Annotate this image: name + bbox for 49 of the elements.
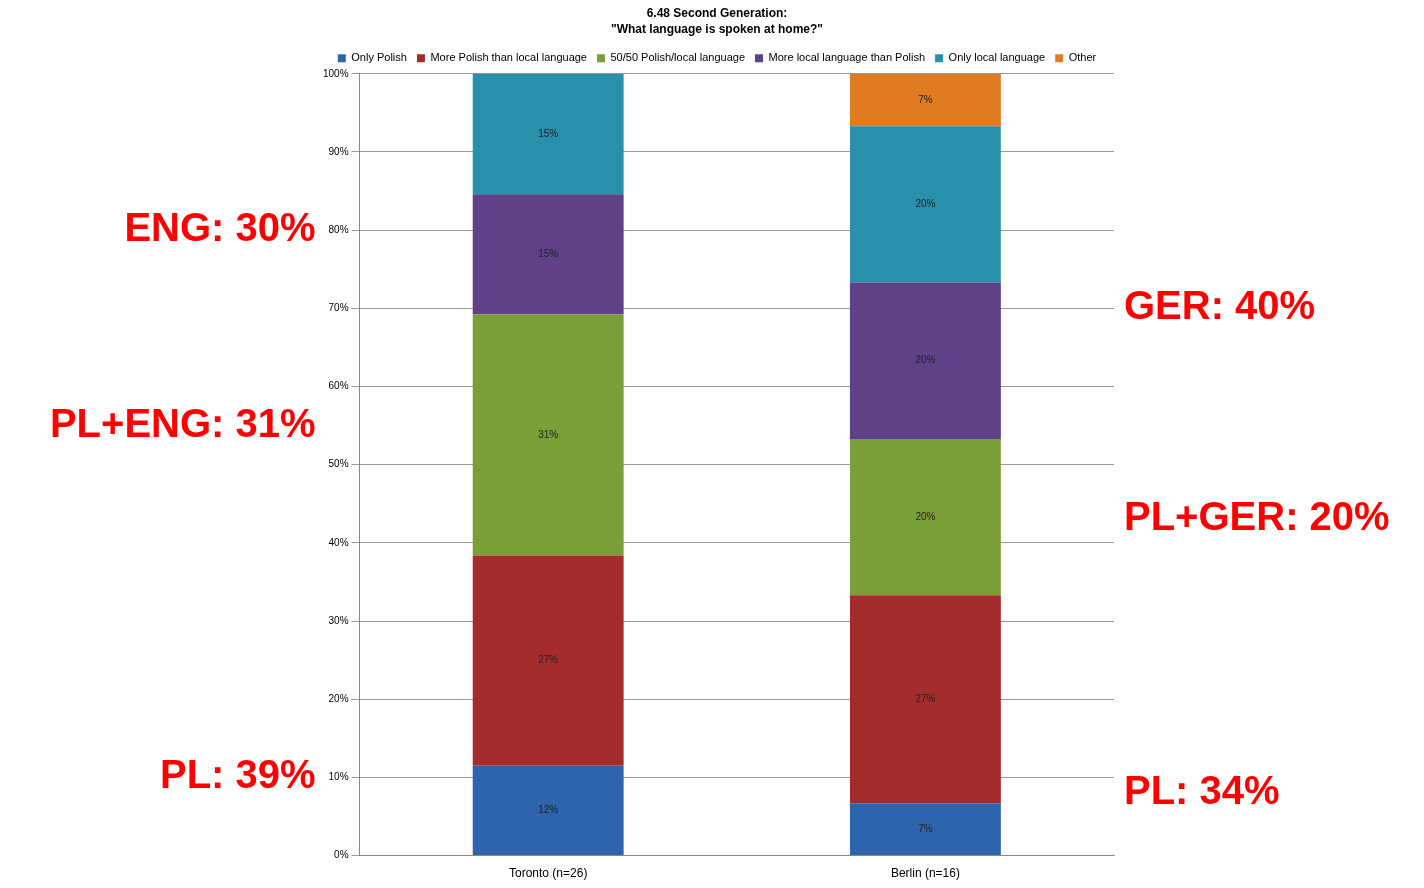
y-tick-label: 40% [328, 536, 349, 548]
bar [472, 73, 624, 195]
legend-label: More Polish than local language [430, 51, 587, 64]
y-tick-label: 90% [328, 145, 349, 157]
data-label: 15% [538, 248, 559, 260]
text: ENG: 30% [124, 205, 316, 250]
chart-subtitle: "What language is spoken at home?" [610, 21, 824, 36]
y-tick-label: 100% [323, 67, 349, 79]
bar [849, 282, 1001, 439]
data-label: 20% [915, 354, 936, 366]
legend-label: Only Polish [351, 51, 407, 64]
data-label: 7% [918, 93, 933, 105]
x-tick-label: Berlin (n=16) [890, 866, 960, 881]
bar [849, 595, 1001, 804]
data-label: 20% [915, 510, 936, 522]
legend-label: Only local language [948, 51, 1046, 64]
data-label: 31% [538, 428, 559, 440]
y-tick-label: 0% [334, 849, 349, 861]
legend-label: 50/50 Polish/local language [610, 51, 746, 64]
y-tick-label: 50% [328, 458, 349, 470]
legend-label: More local language than Polish [768, 51, 926, 64]
data-label: 20% [915, 198, 936, 210]
y-tick-label: 30% [328, 614, 349, 626]
data-label: 12% [538, 804, 559, 816]
bar [849, 438, 1001, 596]
bar [472, 314, 624, 556]
bar [849, 803, 1001, 856]
text: PL: 34% [1124, 768, 1280, 813]
data-label: 15% [538, 127, 559, 139]
y-tick-label: 60% [328, 380, 349, 392]
bar [472, 555, 624, 766]
data-label: 27% [915, 692, 936, 704]
data-label: 27% [538, 654, 559, 666]
bar [849, 126, 1001, 283]
y-tick-label: 20% [328, 692, 349, 704]
bar [849, 73, 1001, 127]
chart-title: 6.48 Second Generation: [646, 5, 788, 20]
y-tick-label: 10% [328, 771, 349, 783]
bar [472, 194, 624, 315]
text: PL+GER: 20% [1124, 494, 1390, 539]
data-label: 7% [918, 822, 933, 834]
text: PL+ENG: 31% [49, 400, 316, 445]
legend-label: Other [1068, 51, 1097, 64]
x-tick-label: Toronto (n=26) [508, 866, 588, 881]
text: GER: 40% [1124, 283, 1316, 328]
bar [472, 765, 624, 856]
y-tick-label: 80% [328, 223, 349, 235]
y-tick-label: 70% [328, 302, 349, 314]
text: PL: 39% [159, 752, 316, 797]
